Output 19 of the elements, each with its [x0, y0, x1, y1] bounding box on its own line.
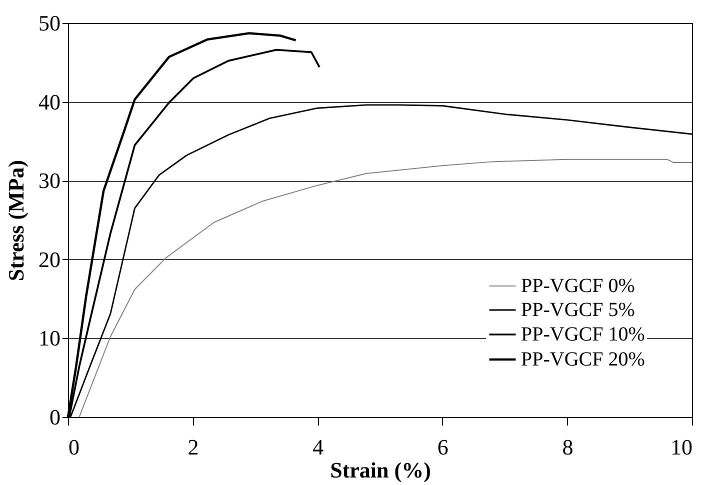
- x-tick-label: 2: [188, 434, 199, 460]
- y-tick-label: 0: [50, 404, 60, 430]
- y-axis-title: Stress (MPa): [4, 160, 28, 282]
- x-tick-label: 10: [670, 434, 692, 460]
- y-tick-label: 50: [38, 10, 60, 36]
- y-tick-label: 30: [38, 168, 60, 194]
- x-tick-label: 4: [312, 434, 324, 460]
- y-tick-label: 40: [38, 89, 60, 114]
- legend-label: PP-VGCF 0%: [521, 275, 635, 297]
- line-series: [78, 158, 692, 418]
- legend-label: PP-VGCF 5%: [521, 299, 635, 321]
- y-tick-label: 10: [38, 326, 60, 351]
- x-tick-label: 8: [562, 434, 574, 460]
- x-tick-label: 6: [437, 434, 448, 460]
- legend-label: PP-VGCF 20%: [521, 348, 645, 370]
- x-tick-label: 0: [68, 434, 80, 460]
- legend-label: PP-VGCF 10%: [521, 324, 645, 346]
- y-tick-label: 20: [38, 246, 60, 272]
- x-axis-title: Strain (%): [330, 458, 431, 482]
